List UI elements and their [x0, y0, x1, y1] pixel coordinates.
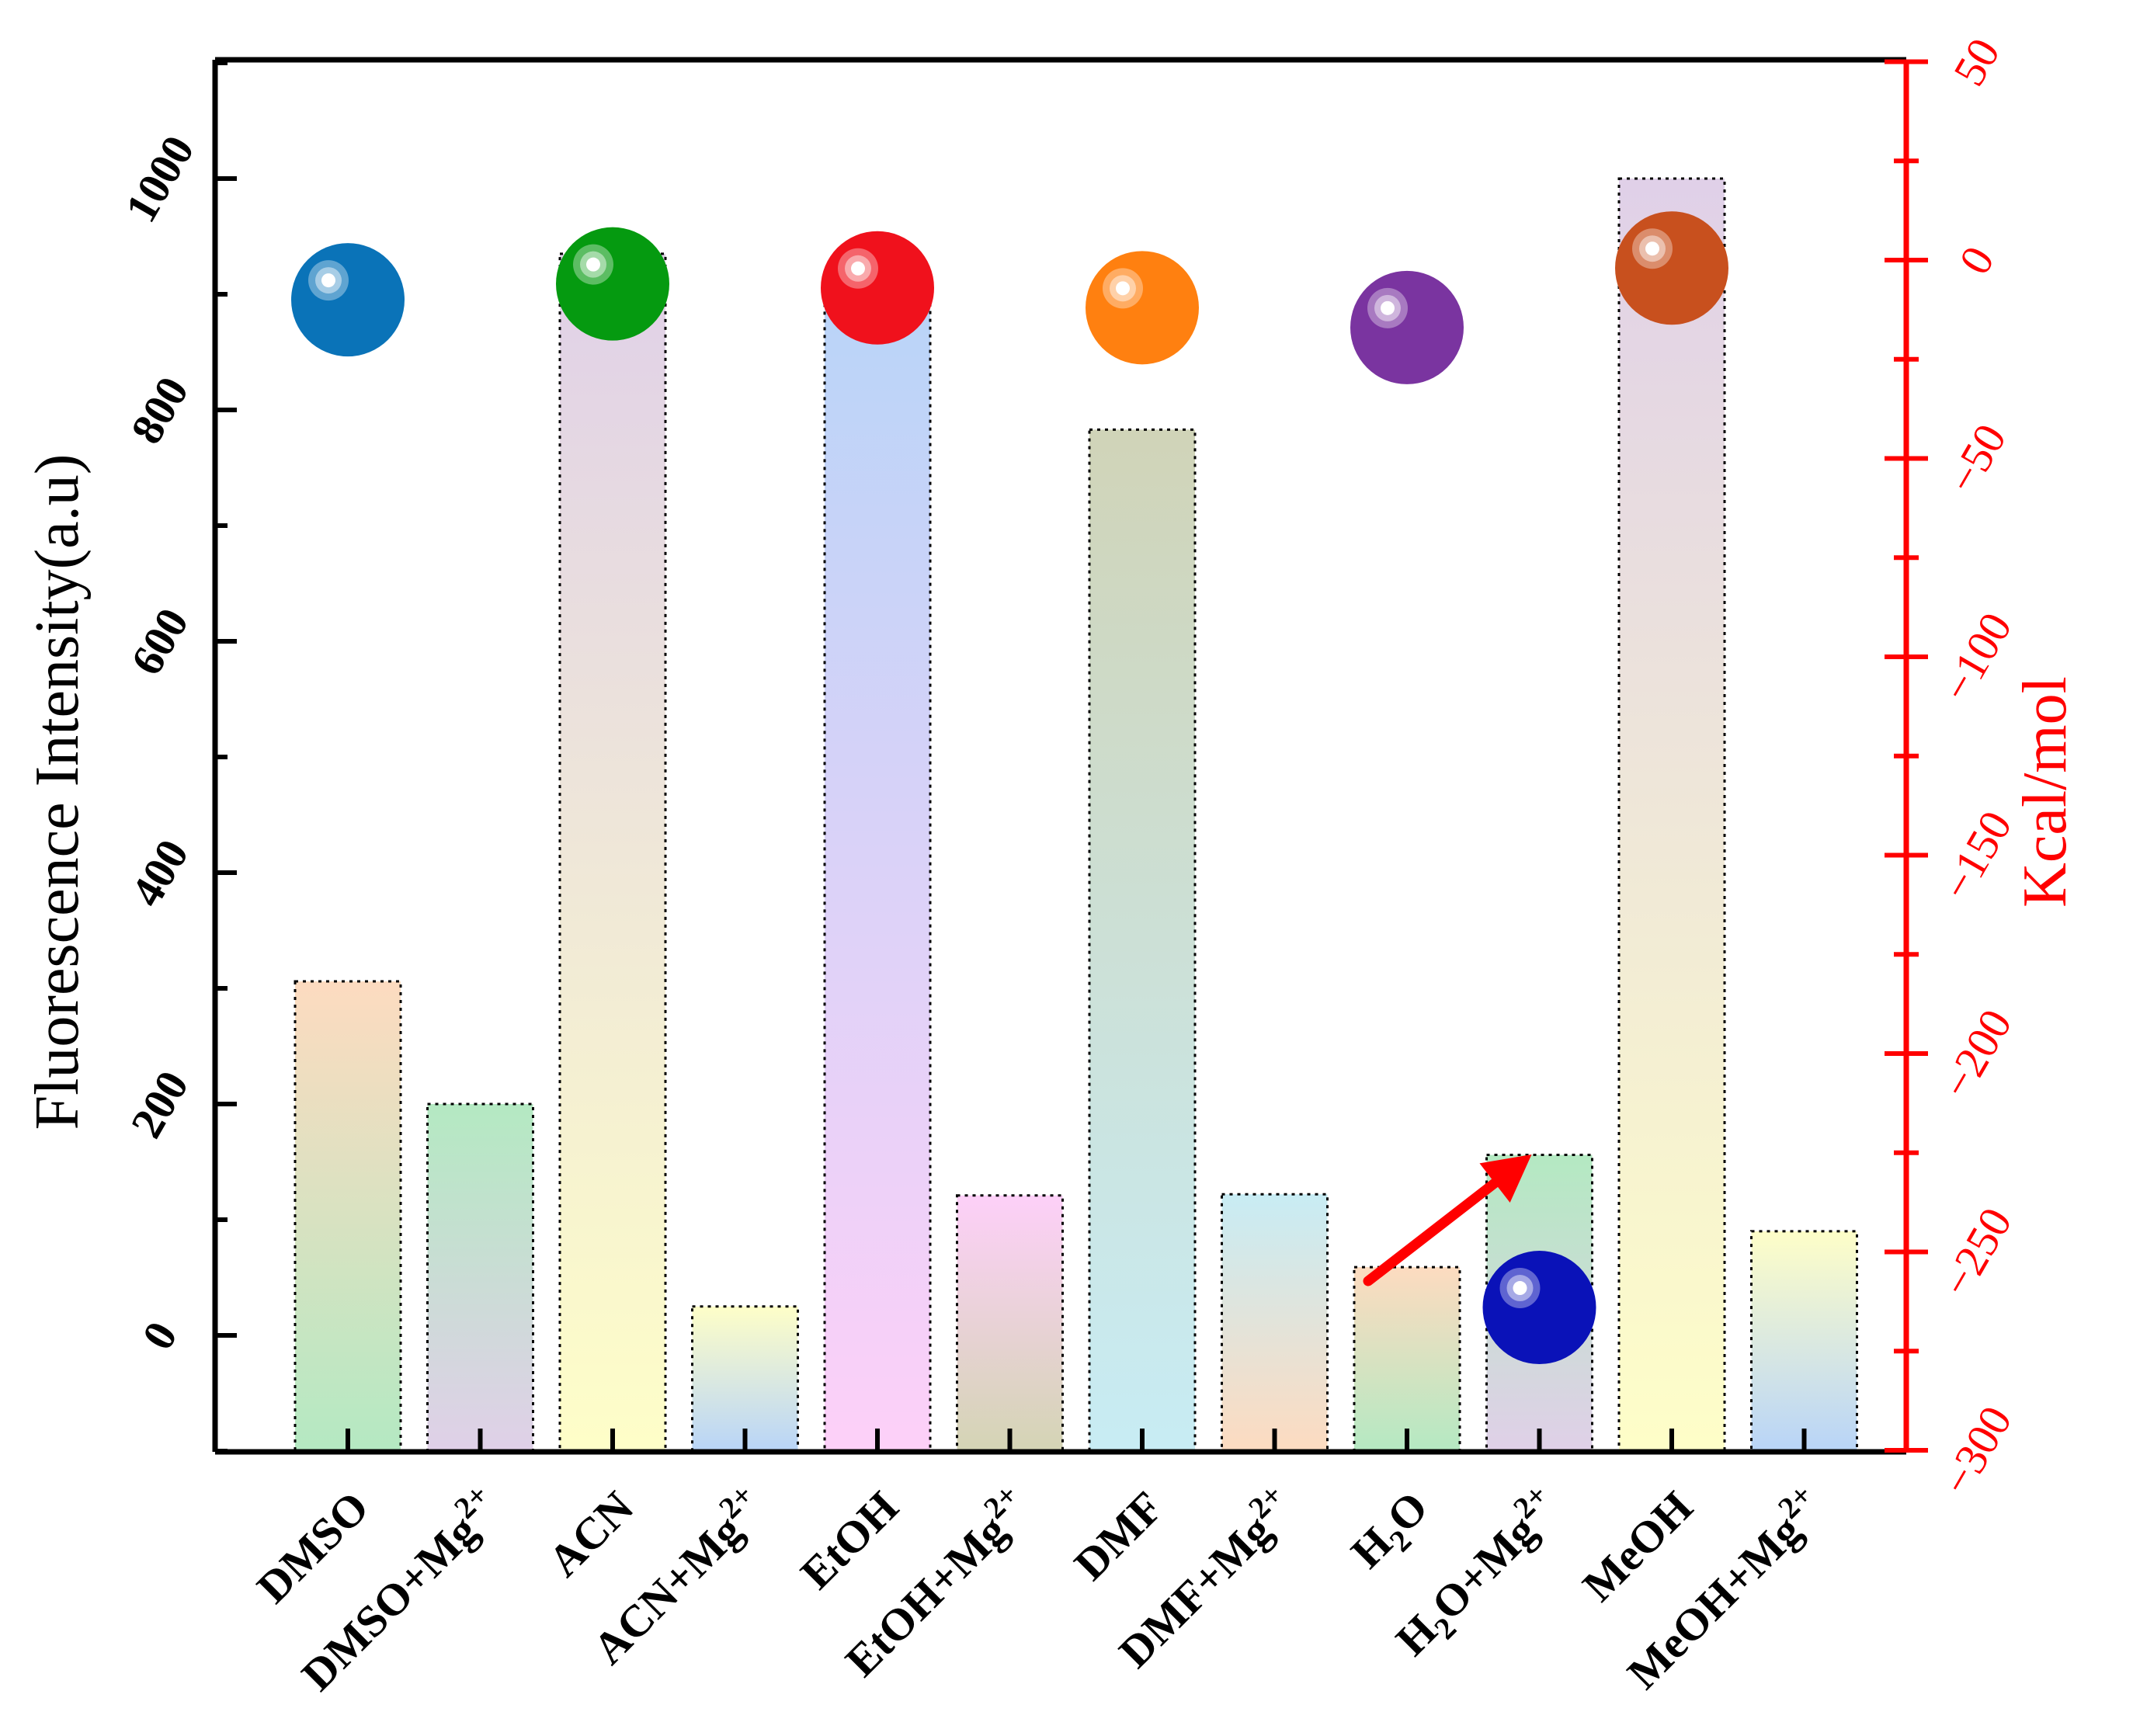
y2-tick-label: −50 — [1937, 415, 2017, 502]
x-tick-label: ACN — [538, 1481, 643, 1586]
y2-tick-label: −150 — [1931, 803, 2021, 908]
energy-point-dmso — [291, 243, 405, 357]
y-tick-label: 800 — [121, 368, 199, 452]
bar-dmf — [1088, 428, 1197, 1453]
arrow-shaft — [1363, 1178, 1500, 1286]
bar-etoh — [823, 276, 932, 1453]
bar-dmso-mg2- — [426, 1102, 534, 1453]
y2-tick-label: −100 — [1931, 604, 2021, 710]
energy-point-dmf — [1086, 251, 1199, 365]
energy-point-etoh — [821, 231, 934, 345]
bar-series — [294, 177, 1858, 1453]
x-tick-label: DMSO — [247, 1481, 378, 1613]
axes — [212, 57, 1928, 1455]
bar-etoh-mg2- — [956, 1194, 1064, 1453]
bar-meoh — [1617, 177, 1726, 1453]
energy-series — [291, 211, 1728, 1365]
energy-point-meoh — [1615, 211, 1728, 325]
y2-tick-label: −200 — [1931, 1001, 2021, 1106]
y-tick-label: 0 — [132, 1313, 187, 1358]
bar-h2o — [1353, 1266, 1461, 1453]
bar-meoh-mg2- — [1750, 1230, 1858, 1453]
arrow-head — [1479, 1154, 1532, 1203]
energy-point-acn — [556, 227, 669, 341]
x-tick-label: DMF — [1065, 1481, 1172, 1589]
x-tick-label: MeOH — [1573, 1481, 1703, 1611]
y-tick-label: 600 — [121, 599, 199, 683]
y2-tick-label: −250 — [1931, 1200, 2021, 1305]
bar-dmso — [294, 980, 402, 1453]
energy-point-h2o-mg2- — [1482, 1251, 1596, 1365]
bar-acn — [558, 252, 667, 1453]
y2-tick-label: 50 — [1944, 30, 2010, 94]
y2-tick-label: 0 — [1949, 238, 2004, 283]
y-tick-label: 1000 — [115, 127, 203, 231]
y-tick-label: 400 — [121, 831, 199, 915]
y-axis-ticks: 0 200 400 600 800 1000 — [115, 127, 203, 1358]
y2-axis-ticks: 50 0 −50 −100 −150 −200 −250 −300 — [1931, 30, 2021, 1503]
y-tick-label: 200 — [121, 1062, 199, 1146]
x-tick-label: EtOH — [790, 1481, 908, 1599]
bar-acn-mg2- — [691, 1305, 799, 1453]
bar-dmf-mg2- — [1221, 1193, 1329, 1453]
y-axis-title: Fluorescence Intensity(a.u) — [23, 454, 92, 1130]
x-tick-label: H2O — [1341, 1481, 1443, 1583]
annotation-layer — [1363, 1154, 1532, 1286]
energy-point-h2o — [1350, 270, 1464, 384]
y2-tick-label: −300 — [1931, 1397, 2021, 1503]
y2-axis-title: Kcal/mol — [2011, 676, 2079, 908]
